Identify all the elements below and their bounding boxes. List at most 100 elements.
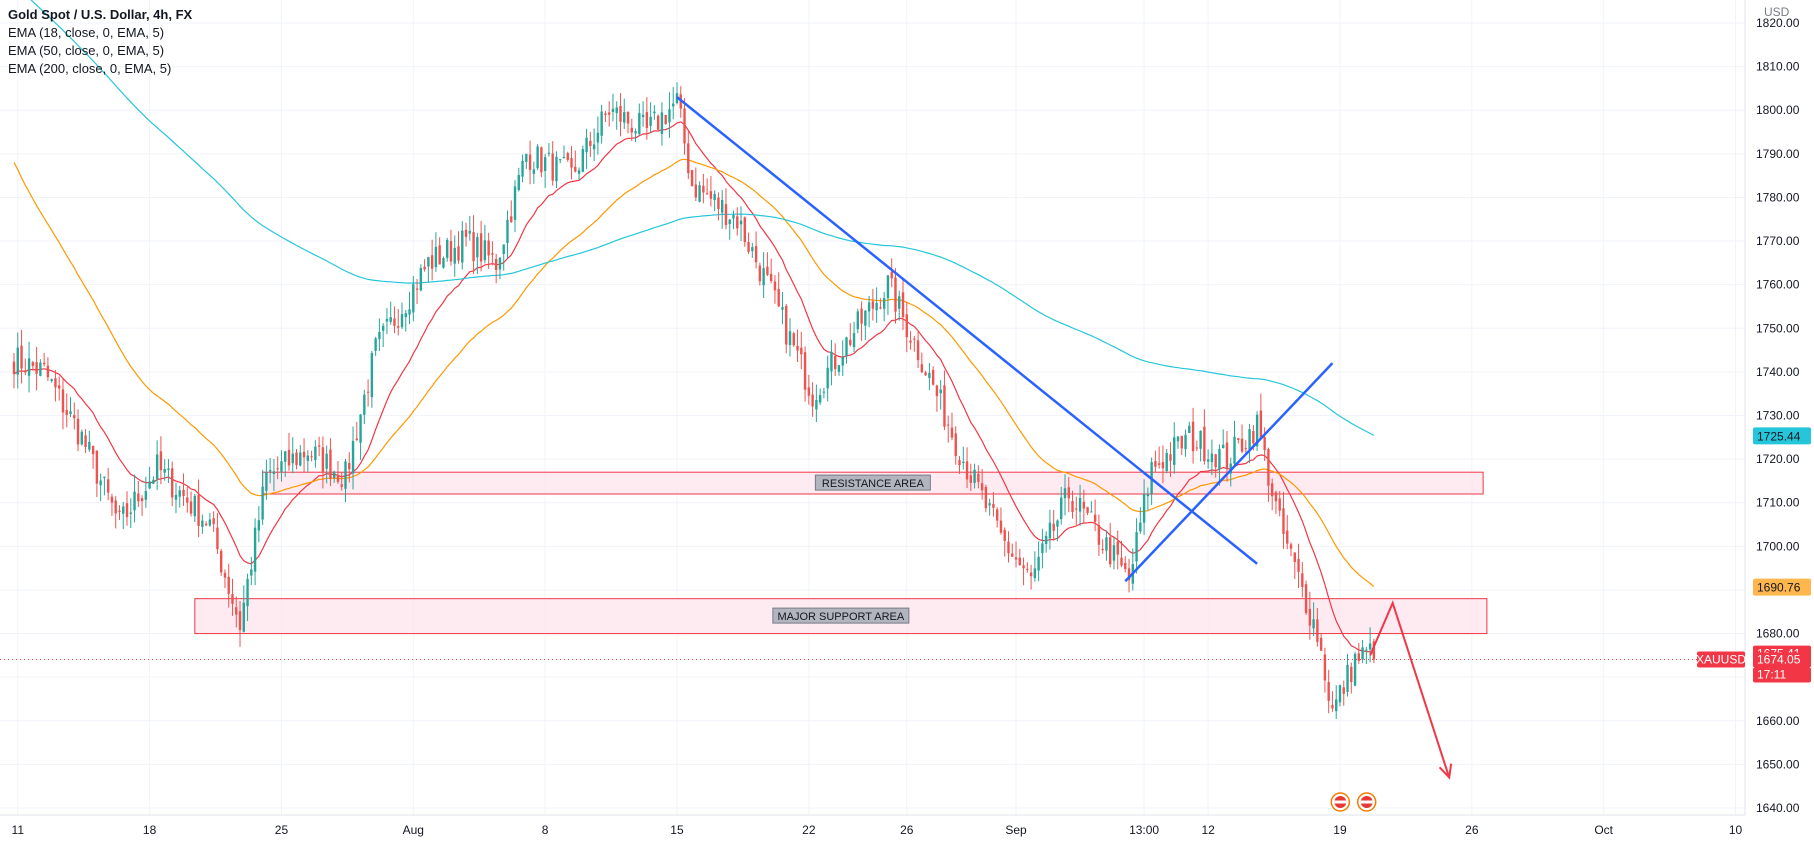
- candle-body: [1357, 653, 1361, 661]
- ema-18-line: [13, 121, 1375, 655]
- support-zone[interactable]: [194, 598, 1488, 635]
- candle-body: [1135, 532, 1138, 562]
- candle-body: [1067, 487, 1070, 499]
- candle-body: [747, 241, 750, 252]
- candle-body: [351, 440, 355, 474]
- price-tick-label[interactable]: 1770.00: [1756, 234, 1800, 248]
- time-tick-label[interactable]: 8: [542, 823, 549, 837]
- candle-body: [506, 220, 509, 244]
- candle-body: [1312, 619, 1315, 629]
- candle-body: [1335, 699, 1338, 712]
- time-tick-label[interactable]: 25: [275, 823, 289, 837]
- candle-body: [1082, 501, 1086, 509]
- price-tick-label[interactable]: 1720.00: [1756, 452, 1800, 466]
- candle-body: [615, 107, 618, 114]
- candle-body: [1331, 704, 1334, 709]
- candle-body: [491, 253, 494, 255]
- candle-body: [536, 146, 539, 169]
- candle-body: [1176, 436, 1180, 442]
- time-tick-label[interactable]: 13:00: [1129, 823, 1159, 837]
- projection-path[interactable]: [1369, 600, 1451, 778]
- candle-body: [171, 468, 174, 498]
- time-tick-label[interactable]: 18: [143, 823, 157, 837]
- time-tick-label[interactable]: Sep: [1005, 823, 1027, 837]
- candle-body: [129, 512, 132, 514]
- candle-body: [295, 452, 298, 466]
- symbol-title: Gold Spot / U.S. Dollar, 4h, FX: [8, 7, 193, 22]
- candle-body: [408, 309, 411, 315]
- price-tick-label[interactable]: 1700.00: [1756, 539, 1800, 553]
- candle-body: [412, 284, 415, 313]
- candle-body: [423, 266, 426, 270]
- time-tick-label[interactable]: 10: [1729, 823, 1743, 837]
- candle-body: [1240, 438, 1244, 452]
- candle-body: [58, 385, 61, 389]
- candle-body: [913, 338, 916, 340]
- candle-body: [80, 431, 84, 445]
- price-tick-label[interactable]: 1760.00: [1756, 278, 1800, 292]
- price-tick-label[interactable]: 1730.00: [1756, 409, 1800, 423]
- candle-body: [1075, 508, 1078, 510]
- price-tick-label[interactable]: 1780.00: [1756, 190, 1800, 204]
- time-tick-label[interactable]: 19: [1333, 823, 1347, 837]
- candle-body: [600, 111, 603, 136]
- candle-body: [871, 301, 875, 309]
- candle-body: [363, 394, 366, 415]
- drawings-layer[interactable]: [0, 96, 1745, 780]
- candle-body: [494, 258, 498, 270]
- time-tick-label[interactable]: Aug: [403, 823, 424, 837]
- price-tick-label[interactable]: 1820.00: [1756, 16, 1800, 30]
- event-flag-stripe-icon: [1360, 800, 1373, 804]
- trendline-2[interactable]: [1124, 362, 1334, 583]
- price-tick-label[interactable]: 1710.00: [1756, 496, 1800, 510]
- price-tick-label[interactable]: 1790.00: [1756, 147, 1800, 161]
- candle-body: [487, 240, 490, 256]
- candle-body: [208, 519, 212, 526]
- events-layer[interactable]: [1330, 792, 1377, 812]
- price-tick-label[interactable]: 1680.00: [1756, 627, 1800, 641]
- price-tick-label[interactable]: 1640.00: [1756, 801, 1800, 815]
- candle-body: [1086, 507, 1089, 513]
- time-tick-label[interactable]: 15: [670, 823, 684, 837]
- ema-50-legend: EMA (50, close, 0, EMA, 5): [8, 43, 165, 58]
- price-tick-label[interactable]: 1810.00: [1756, 60, 1800, 74]
- candle-body: [1225, 442, 1229, 470]
- candle-body: [849, 339, 852, 345]
- time-tick-label[interactable]: 11: [12, 823, 25, 837]
- time-tick-label[interactable]: 12: [1201, 823, 1215, 837]
- candle-body: [713, 193, 716, 201]
- price-tick-label[interactable]: 1750.00: [1756, 321, 1800, 335]
- time-tick-label[interactable]: 26: [1465, 823, 1479, 837]
- candle-body: [235, 607, 238, 615]
- price-tick-label[interactable]: 1650.00: [1756, 757, 1800, 771]
- candle-body: [24, 371, 27, 373]
- candle-body: [1124, 562, 1127, 569]
- candle-body: [977, 473, 980, 483]
- candle-body: [1308, 608, 1312, 626]
- candle-body: [962, 461, 965, 463]
- candle-body: [291, 453, 294, 464]
- candle-body: [867, 302, 871, 312]
- candle-body: [197, 494, 200, 526]
- time-tick-label[interactable]: 26: [900, 823, 914, 837]
- candle-body: [995, 509, 999, 521]
- price-tick-label[interactable]: 1800.00: [1756, 103, 1800, 117]
- candle-body: [88, 441, 91, 450]
- candle-body: [419, 267, 423, 291]
- candles-layer: [12, 82, 1376, 719]
- candle-body: [879, 307, 882, 309]
- projection-arrowhead[interactable]: [1438, 763, 1453, 780]
- price-tick-label[interactable]: 1660.00: [1756, 714, 1800, 728]
- candle-body: [385, 318, 389, 322]
- candle-body: [1252, 431, 1255, 444]
- candle-body: [1180, 435, 1183, 449]
- time-tick-label[interactable]: Oct: [1594, 823, 1613, 837]
- price-tick-label[interactable]: 1740.00: [1756, 365, 1800, 379]
- candle-body: [694, 184, 698, 198]
- trendline-1[interactable]: [676, 96, 1258, 565]
- candle-body: [1108, 537, 1112, 565]
- time-tick-label[interactable]: 22: [802, 823, 816, 837]
- candle-body: [415, 288, 419, 290]
